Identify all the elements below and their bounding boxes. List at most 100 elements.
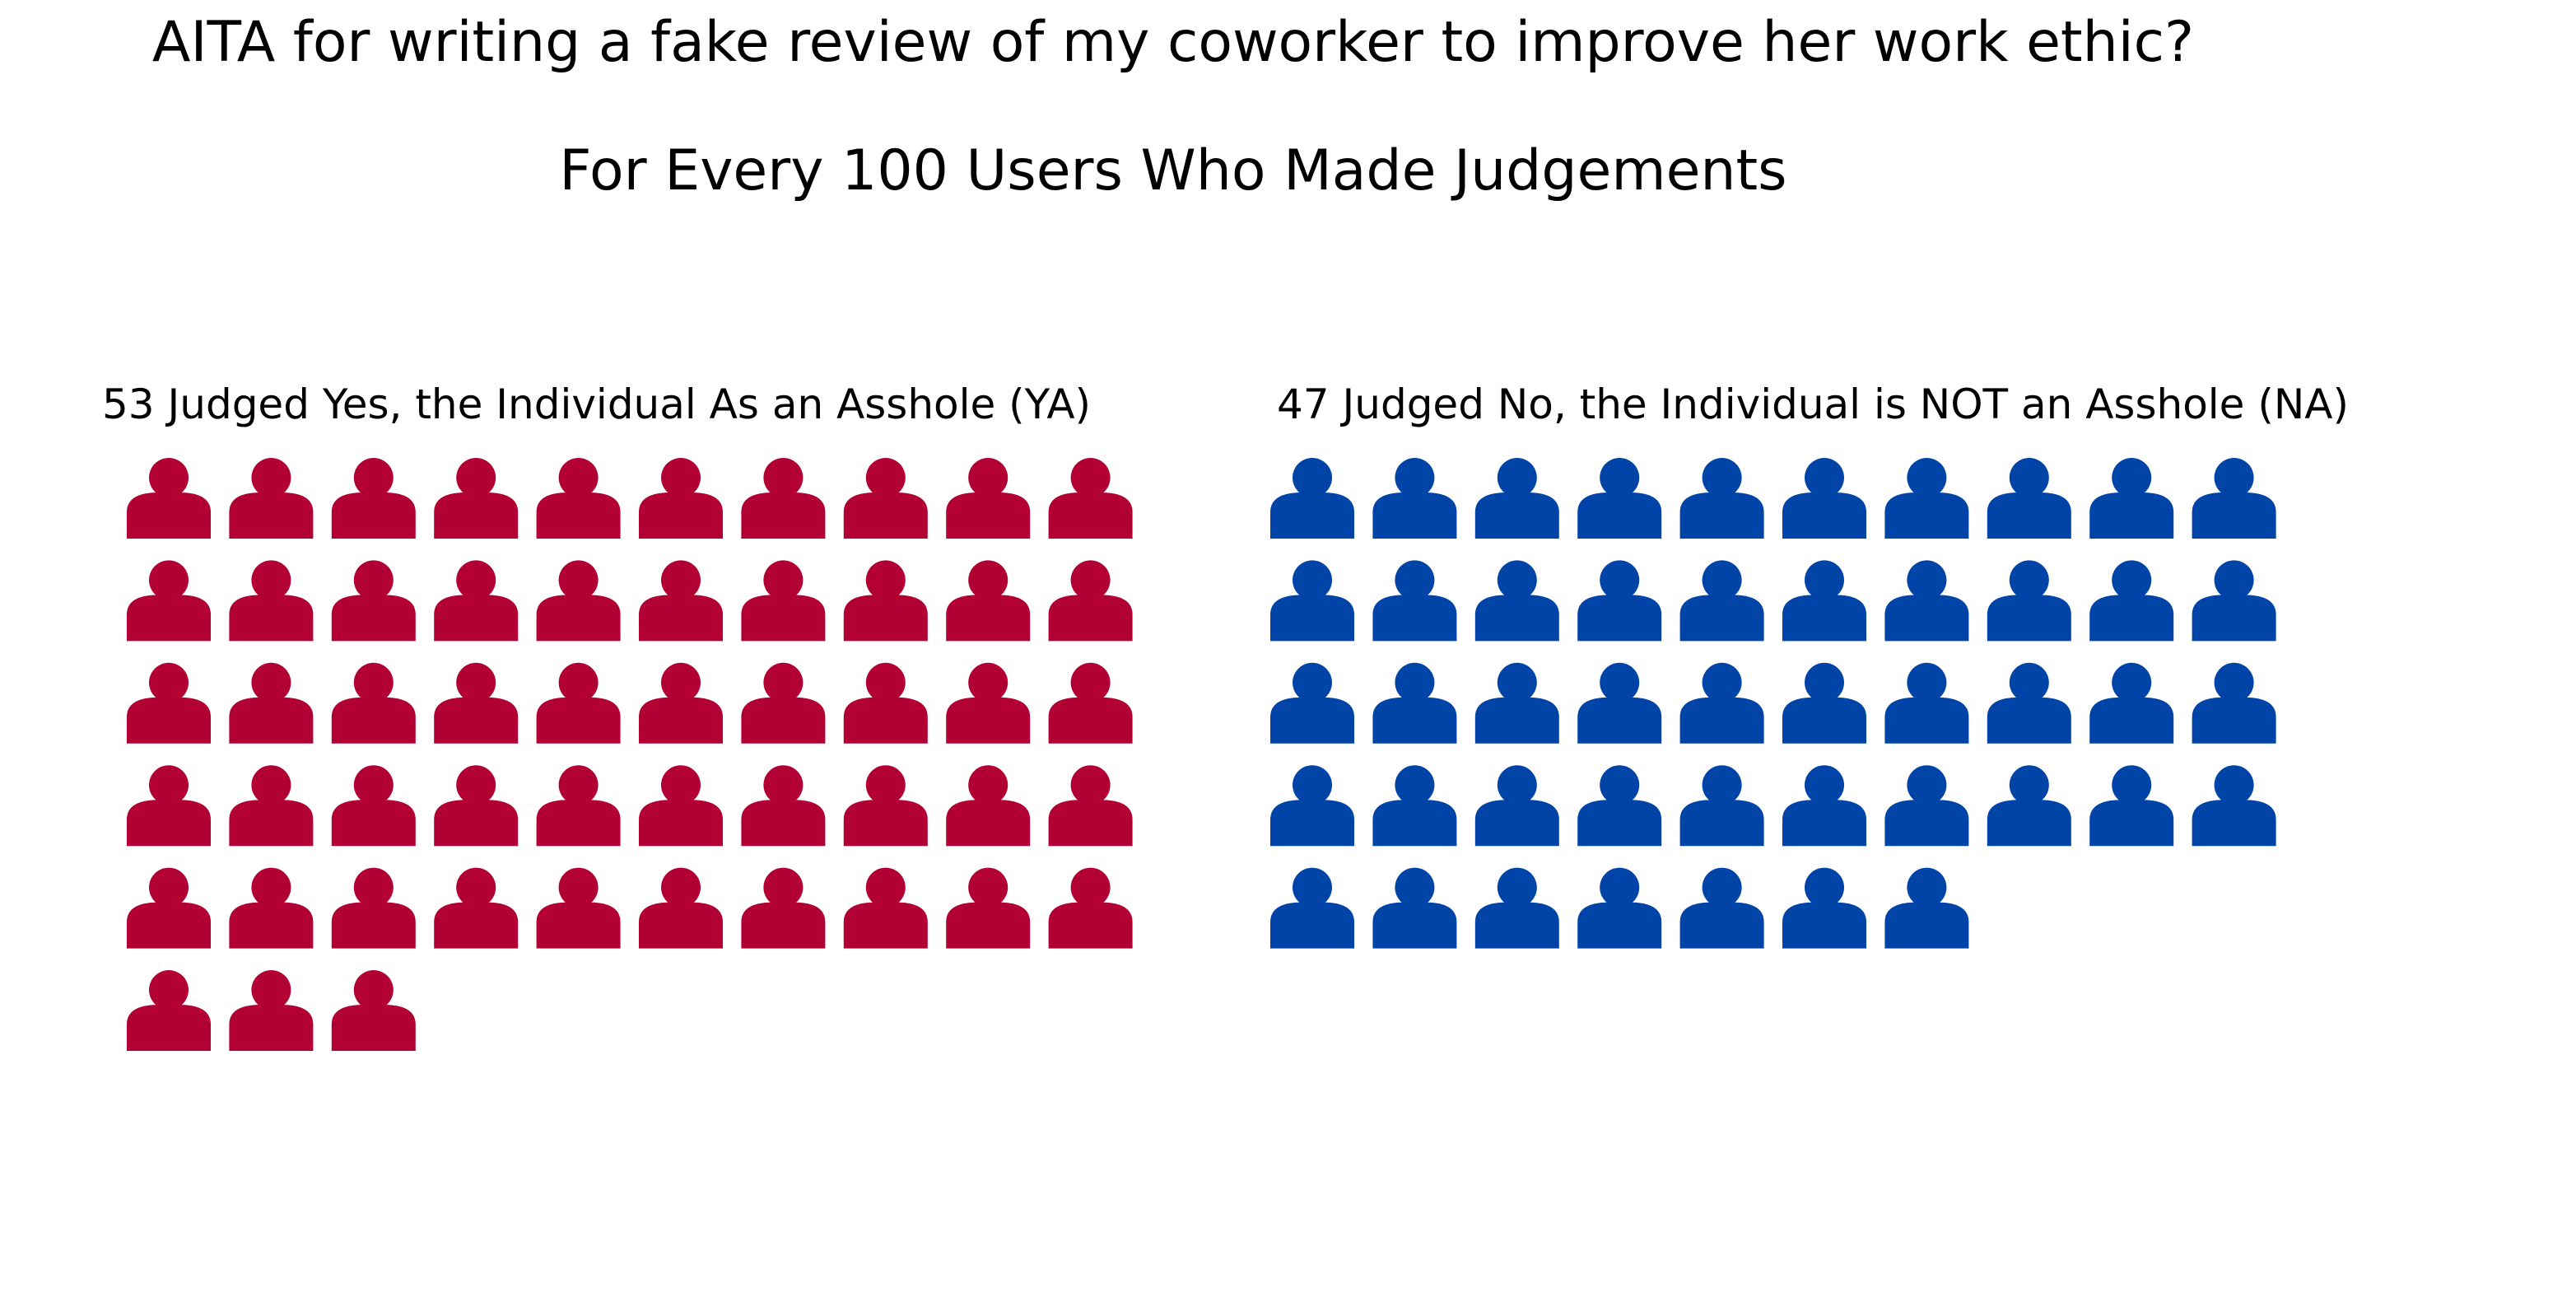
person-icon xyxy=(741,867,826,949)
person-icon xyxy=(1577,867,1662,949)
person-icon xyxy=(331,662,416,744)
person-icon xyxy=(1270,867,1354,949)
person-icon xyxy=(639,867,723,949)
person-icon xyxy=(127,970,211,1051)
person-icon xyxy=(1577,765,1662,847)
person-icon xyxy=(1782,765,1866,847)
person-icon xyxy=(536,765,621,847)
person-icon xyxy=(1679,458,1764,539)
person-icon xyxy=(1372,662,1457,744)
person-icon xyxy=(536,458,621,539)
person-icon xyxy=(434,662,519,744)
person-icon xyxy=(1679,662,1764,744)
person-icon xyxy=(1987,662,2071,744)
person-icon xyxy=(639,560,723,642)
person-icon xyxy=(2192,662,2276,744)
person-icon xyxy=(2089,765,2174,847)
person-icon xyxy=(1048,458,1133,539)
person-icon xyxy=(1474,765,1559,847)
person-icon xyxy=(946,867,1031,949)
person-icon xyxy=(229,560,314,642)
person-icon xyxy=(1048,867,1133,949)
person-icon xyxy=(1782,662,1866,744)
person-icon xyxy=(843,765,928,847)
person-icon xyxy=(127,662,211,744)
person-icon xyxy=(331,458,416,539)
person-icon xyxy=(229,458,314,539)
person-icon xyxy=(741,765,826,847)
person-icon xyxy=(1987,560,2071,642)
person-icon xyxy=(229,765,314,847)
person-icon xyxy=(639,662,723,744)
person-icon xyxy=(434,867,519,949)
person-icon xyxy=(1782,560,1866,642)
person-icon xyxy=(2089,662,2174,744)
person-icon xyxy=(1270,458,1354,539)
person-icon xyxy=(1782,867,1866,949)
person-icon xyxy=(946,662,1031,744)
person-icon xyxy=(639,458,723,539)
person-icon xyxy=(1884,765,1969,847)
person-icon xyxy=(1987,458,2071,539)
person-icon xyxy=(946,458,1031,539)
na-group-label: 47 Judged No, the Individual is NOT an A… xyxy=(1277,380,2349,428)
person-icon xyxy=(331,765,416,847)
person-icon xyxy=(2089,560,2174,642)
person-icon xyxy=(2192,458,2276,539)
person-icon xyxy=(1679,765,1764,847)
person-icon xyxy=(843,458,928,539)
person-icon xyxy=(1577,458,1662,539)
person-icon xyxy=(536,867,621,949)
person-icon xyxy=(229,662,314,744)
person-icon xyxy=(536,662,621,744)
person-icon xyxy=(741,560,826,642)
ya-group-label: 53 Judged Yes, the Individual As an Assh… xyxy=(102,380,1092,428)
person-icon xyxy=(331,560,416,642)
person-icon xyxy=(946,765,1031,847)
person-icon xyxy=(1474,560,1559,642)
person-icon xyxy=(1782,458,1866,539)
person-icon xyxy=(1884,662,1969,744)
person-icon xyxy=(1679,560,1764,642)
person-icon xyxy=(1372,458,1457,539)
person-icon xyxy=(1884,560,1969,642)
person-icon xyxy=(1372,867,1457,949)
person-icon xyxy=(127,867,211,949)
person-icon xyxy=(946,560,1031,642)
person-icon xyxy=(127,458,211,539)
person-icon xyxy=(331,867,416,949)
person-icon xyxy=(331,970,416,1051)
person-icon xyxy=(2192,765,2276,847)
person-icon xyxy=(1372,560,1457,642)
person-icon xyxy=(127,765,211,847)
person-icon xyxy=(1884,867,1969,949)
person-icon xyxy=(1048,765,1133,847)
person-icon xyxy=(434,765,519,847)
chart-title: AITA for writing a fake review of my cow… xyxy=(151,10,2195,75)
person-icon xyxy=(741,458,826,539)
person-icon xyxy=(1270,765,1354,847)
person-icon xyxy=(229,970,314,1051)
chart-subtitle: For Every 100 Users Who Made Judgements xyxy=(559,138,1787,203)
person-icon xyxy=(843,560,928,642)
person-icon xyxy=(434,560,519,642)
person-icon xyxy=(1372,765,1457,847)
person-icon xyxy=(741,662,826,744)
person-icon xyxy=(1884,458,1969,539)
person-icon xyxy=(536,560,621,642)
person-icon xyxy=(1270,662,1354,744)
person-icon xyxy=(1577,560,1662,642)
person-icon xyxy=(1987,765,2071,847)
person-icon xyxy=(1048,662,1133,744)
person-icon xyxy=(1577,662,1662,744)
person-icon xyxy=(2089,458,2174,539)
person-icon xyxy=(229,867,314,949)
person-icon xyxy=(1048,560,1133,642)
person-icon xyxy=(639,765,723,847)
person-icon xyxy=(434,458,519,539)
person-icon xyxy=(1474,458,1559,539)
person-icon xyxy=(127,560,211,642)
person-icon xyxy=(1474,867,1559,949)
